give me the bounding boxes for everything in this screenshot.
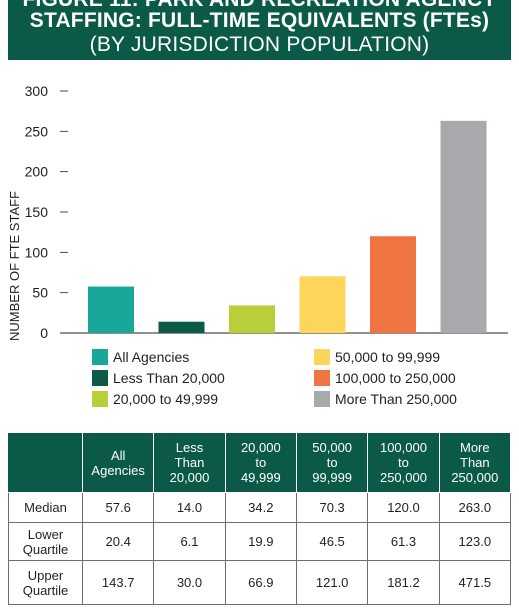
legend-swatch [92,391,108,407]
column-header-line: 20,000 [169,470,210,485]
legend-swatch [314,370,330,386]
row-label: Median [8,492,83,523]
legend-item: 50,000 to 99,999 [314,348,440,366]
y-tick-label: 50 [32,285,48,301]
table-column-header: 100,000 to 250,000 [367,432,440,493]
figure-header: FIGURE 11: PARK AND RECREATION AGENCY ST… [8,0,511,60]
column-header-line: Than [460,455,490,470]
bar-4 [370,236,416,333]
table-cell: 46.5 [295,522,369,561]
table-cell: 6.1 [153,522,226,561]
column-header-line: to [398,455,409,470]
bar-2 [229,305,275,333]
table-row: Lower Quartile 20.4 6.1 19.9 46.5 61.3 123.0 [8,522,512,561]
y-tick-label: 0 [40,325,48,341]
table-cell: 121.0 [295,560,369,605]
table-row: Median 57.6 14.0 34.2 70.3 120.0 263.0 [8,492,512,523]
table-column-header: More Than 250,000 [438,432,512,493]
column-header-line: Than [174,455,205,470]
column-header-line: 250,000 [379,470,427,485]
bars [88,120,487,333]
row-label-line: Quartile [22,541,69,557]
y-axis: 0 50 100 150 200 250 300 [25,83,508,341]
y-axis-label: NUMBER OF FTE STAFF [7,191,22,341]
bar-1 [158,321,205,333]
legend-swatch [314,349,330,365]
table-header-row: All Agencies Less Than 20,000 20,000 to 49,999 5… [8,432,512,493]
table-cell: 263.0 [438,492,512,523]
y-tick-label: 200 [25,164,49,180]
table-corner-cell [8,432,83,493]
table-cell: 61.3 [367,522,440,561]
column-header-line: 99,999 [312,470,353,485]
legend-item: 20,000 to 49,999 [92,390,218,408]
column-header-line: 50,000 [312,440,353,455]
table-cell: 20.4 [81,522,155,561]
column-header-line: 250,000 [451,470,499,485]
table-cell: 181.2 [367,560,440,605]
table-cell: 14.0 [153,492,226,523]
legend-swatch [314,391,330,407]
figure-title-line2: STAFFING: FULL-TIME EQUIVALENTS (FTEs) (… [8,9,511,57]
figure-title-line1: FIGURE 11: PARK AND RECREATION AGENCY [8,0,511,12]
row-label-line: Upper [27,567,64,583]
column-header-line: to [326,455,338,470]
row-label-line: Median [24,500,67,515]
column-header-line: More [460,440,490,455]
column-header-line: Agencies [91,462,145,478]
figure-subtitle: (BY JURISDICTION POPULATION) [89,33,430,56]
table-column-header: 20,000 to 49,999 [224,432,297,493]
legend-item: 100,000 to 250,000 [314,369,456,387]
legend-label: 100,000 to 250,000 [335,370,456,386]
bar-5 [440,120,487,333]
legend-label: 20,000 to 49,999 [113,391,219,407]
stats-table: All Agencies Less Than 20,000 20,000 to 49,999 5… [8,432,512,605]
legend-label: More Than 250,000 [335,391,457,407]
column-header-line: to [255,455,267,470]
table-cell: 471.5 [438,560,512,605]
table-column-header: All Agencies [81,432,155,493]
legend-label: Less Than 20,000 [113,370,225,386]
table-cell: 30.0 [153,560,226,605]
legend-swatch [92,349,108,365]
table-cell: 34.2 [224,492,297,523]
row-label: Lower Quartile [8,522,83,561]
row-label-line: Lower [27,526,64,542]
table-column-header: 50,000 to 99,999 [295,432,369,493]
row-label-line: Quartile [22,582,69,598]
column-header-line: All [110,447,126,463]
chart-legend: All Agencies Less Than 20,000 20,000 to 49… [0,348,519,410]
column-header-line: 20,000 [240,440,281,455]
table-cell: 66.9 [224,560,297,605]
figure-title-main: STAFFING: FULL-TIME EQUIVALENTS (FTEs) [29,9,490,32]
table-column-header: Less Than 20,000 [153,432,226,493]
table-cell: 19.9 [224,522,297,561]
table-cell: 143.7 [81,560,155,605]
table-row: Upper Quartile 143.7 30.0 66.9 121.0 181.2 471.… [8,560,512,605]
bar-chart: 0 50 100 150 200 250 300 NUMBER OF FTE STAFF [7,83,508,341]
table-cell: 123.0 [438,522,512,561]
y-tick-label: 250 [25,123,49,139]
bar-3 [299,276,346,333]
table-cell: 120.0 [367,492,440,523]
legend-item: Less Than 20,000 [92,369,225,387]
legend-item: All Agencies [92,348,189,366]
row-label: Upper Quartile [8,560,83,605]
table-cell: 70.3 [295,492,369,523]
column-header-line: 100,000 [379,440,427,455]
column-header-line: Less [175,440,204,455]
legend-item: More Than 250,000 [314,390,457,408]
legend-swatch [92,370,108,386]
bar-0 [88,286,134,333]
y-tick-label: 100 [25,244,49,260]
column-header-line: 49,999 [240,470,281,485]
legend-label: 50,000 to 99,999 [335,349,441,365]
y-tick-label: 300 [25,83,49,99]
legend-label: All Agencies [113,349,190,365]
table-cell: 57.6 [81,492,155,523]
y-tick-label: 150 [25,204,49,220]
